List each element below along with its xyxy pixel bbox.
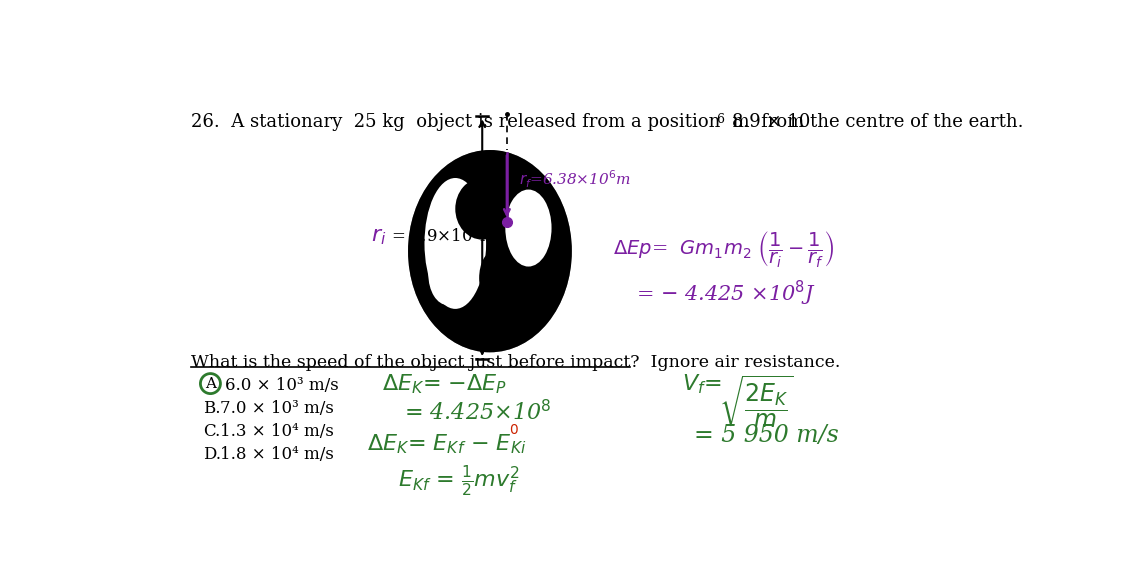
Ellipse shape (429, 243, 467, 305)
Text: $V_f$=: $V_f$= (683, 373, 722, 397)
Ellipse shape (479, 251, 508, 305)
Text: $^0$: $^0$ (510, 426, 519, 444)
Text: = 5 950 m/s: = 5 950 m/s (694, 424, 839, 448)
Ellipse shape (505, 190, 551, 267)
Text: $\Delta Ep$=  $Gm_1m_2$ $\left(\dfrac{1}{r_i} - \dfrac{1}{r_f}\right)$: $\Delta Ep$= $Gm_1m_2$ $\left(\dfrac{1}{… (613, 229, 834, 269)
Text: = − 4.425 ×10$^8$J: = − 4.425 ×10$^8$J (637, 279, 817, 308)
Text: D.: D. (204, 446, 222, 463)
Text: $r_f$=6.38×10$^6$m: $r_f$=6.38×10$^6$m (520, 169, 631, 190)
Text: 7.0 × 10³ m/s: 7.0 × 10³ m/s (220, 400, 334, 417)
Text: 1.8 × 10⁴ m/s: 1.8 × 10⁴ m/s (220, 446, 334, 463)
Text: 6: 6 (717, 112, 724, 126)
Ellipse shape (410, 151, 570, 351)
Text: $\Delta E_K$= $-\Delta E_P$: $\Delta E_K$= $-\Delta E_P$ (382, 373, 507, 397)
Ellipse shape (464, 313, 486, 328)
Ellipse shape (410, 151, 570, 351)
Text: m  from the centre of the earth.: m from the centre of the earth. (721, 112, 1024, 130)
Text: 6.0 × 10³ m/s: 6.0 × 10³ m/s (225, 377, 339, 394)
Text: C.: C. (204, 423, 220, 440)
Text: $r_i$: $r_i$ (370, 225, 386, 247)
Ellipse shape (424, 178, 486, 309)
Text: $\sqrt{\dfrac{2E_K}{m}}$: $\sqrt{\dfrac{2E_K}{m}}$ (719, 373, 794, 428)
Text: = 8.9×10$^6$m: = 8.9×10$^6$m (392, 226, 497, 246)
Text: $\Delta E_K$= $E_{Kf}$ $-$ $E_{Ki}$: $\Delta E_K$= $E_{Kf}$ $-$ $E_{Ki}$ (367, 432, 526, 456)
Ellipse shape (456, 178, 510, 240)
Text: 1.3 × 10⁴ m/s: 1.3 × 10⁴ m/s (220, 423, 334, 440)
Text: What is the speed of the object just before impact?  Ignore air resistance.: What is the speed of the object just bef… (191, 353, 840, 370)
Text: = 4.425×10$^8$: = 4.425×10$^8$ (404, 400, 551, 425)
Text: 26.  A stationary  25 kg  object is released from a position  8.9 × 10: 26. A stationary 25 kg object is release… (191, 112, 810, 130)
Text: $E_{Kf}$ = $\frac{1}{2}mv_f^2$: $E_{Kf}$ = $\frac{1}{2}mv_f^2$ (397, 463, 520, 498)
Text: A: A (205, 377, 216, 391)
Text: B.: B. (204, 400, 220, 417)
Ellipse shape (492, 170, 511, 194)
